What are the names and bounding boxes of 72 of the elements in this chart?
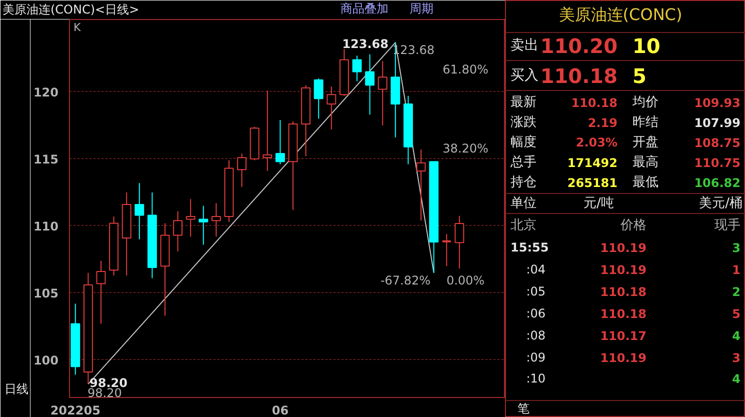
text: 周期 — [410, 2, 434, 16]
annotation: 123.68 — [342, 37, 389, 51]
y-tick-label: 110 — [33, 219, 59, 234]
text: 110.18 — [540, 64, 618, 88]
text: 单位 — [510, 196, 536, 211]
text: 110.19 — [600, 263, 647, 277]
text: 108.75 — [694, 136, 741, 150]
text: 110.18 — [600, 285, 647, 299]
text: 最高 — [632, 154, 658, 170]
annotation: -67.82% — [380, 274, 431, 288]
text: 110.18 — [600, 307, 647, 321]
text: 4 — [732, 372, 741, 386]
text: :09 — [526, 350, 546, 364]
text: 110.19 — [600, 351, 647, 365]
text: 价格 — [620, 218, 646, 233]
text: 昨结 — [632, 115, 658, 130]
text: 1 — [732, 263, 741, 277]
text: 3 — [732, 241, 741, 255]
text: :05 — [526, 284, 546, 298]
text: 卖出 — [510, 38, 538, 54]
text: 171492 — [567, 156, 618, 170]
annotation: 0.00% — [446, 274, 485, 288]
text: 109.93 — [694, 96, 741, 110]
text: 持仓 — [510, 175, 536, 190]
text: 110.19 — [600, 241, 647, 255]
text: 2 — [732, 285, 741, 299]
text: 笔 — [518, 402, 530, 416]
text: :10 — [526, 372, 546, 386]
text: 265181 — [567, 176, 618, 190]
text: 北京 — [510, 218, 536, 233]
x-tick-label: 06 — [272, 404, 289, 417]
text: 买入 — [510, 68, 538, 84]
chart-title: 美原油连(CONC)<日线> — [2, 2, 140, 16]
annotation: 38.20% — [442, 142, 488, 156]
text: 2.19 — [588, 116, 618, 130]
text: 15:55 — [510, 240, 549, 254]
text: 最新 — [510, 95, 536, 110]
text: :04 — [526, 262, 546, 276]
annotation: 98.20 — [88, 386, 122, 400]
text: 110.20 — [540, 34, 618, 58]
text: 开盘 — [632, 135, 658, 150]
text: 商品叠加 — [340, 2, 388, 16]
text: 幅度 — [510, 134, 536, 150]
text: 总手 — [510, 155, 536, 170]
text: 10 — [632, 34, 660, 58]
y-tick-label: 120 — [33, 85, 59, 100]
x-tick-label: 202205 — [50, 404, 100, 417]
text: 110.18 — [571, 96, 618, 110]
text: 107.99 — [694, 116, 741, 130]
annotation: K — [74, 21, 82, 34]
text: 元/吨 — [584, 196, 614, 211]
text: 美元/桶 — [699, 195, 743, 211]
text: 现手 — [714, 218, 740, 233]
text: 3 — [732, 351, 741, 365]
annotation: 61.80% — [442, 62, 488, 76]
text: 日线 — [4, 382, 28, 396]
text: 均价 — [632, 95, 658, 110]
text: 美原油连(CONC) — [558, 5, 682, 24]
y-tick-label: 100 — [33, 353, 59, 368]
text: 5 — [732, 307, 741, 321]
text: 110.75 — [694, 156, 741, 170]
text: :08 — [526, 328, 546, 342]
text: 106.82 — [694, 176, 741, 190]
y-tick-label: 105 — [33, 286, 59, 300]
text: 4 — [732, 329, 741, 343]
text: 2.03% — [576, 136, 618, 150]
text: :06 — [526, 306, 546, 320]
text: 110.17 — [600, 329, 647, 343]
text: 最低 — [632, 175, 658, 190]
text: 5 — [632, 64, 646, 88]
y-tick-label: 115 — [33, 152, 59, 166]
text: 涨跌 — [510, 115, 536, 130]
